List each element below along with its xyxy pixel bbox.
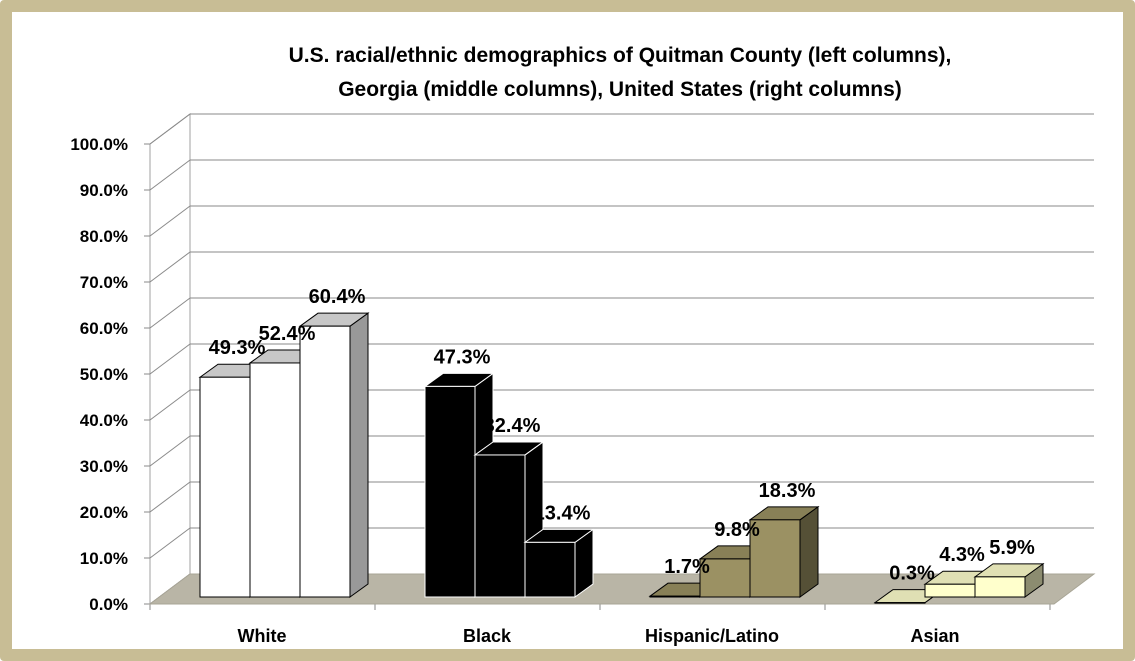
chart-title-line-1: U.S. racial/ethnic demographics of Quitm…: [289, 44, 952, 67]
y-tick-label: 20.0%: [80, 503, 128, 522]
y-tick-label: 60.0%: [80, 319, 128, 338]
gridline-side: [149, 251, 191, 283]
y-tick-label: 10.0%: [80, 549, 128, 568]
category-label: Asian: [910, 626, 959, 646]
bar: [298, 312, 370, 598]
value-labels: 49.3%52.4% 60.4% 47.3% 32.4% 13.4% 1.7%9.8% 18…: [209, 286, 1035, 584]
floor: [148, 573, 1096, 605]
y-tick-label: 90.0%: [80, 181, 128, 200]
y-tick-label: 50.0%: [80, 365, 128, 384]
data-label: 5.9%: [989, 537, 1035, 559]
gridline-side: [149, 435, 191, 467]
data-label: 0.3%: [889, 563, 935, 585]
category-label: Black: [463, 626, 512, 646]
data-label: 60.4%: [309, 286, 366, 308]
bar: [973, 562, 1045, 598]
gridline-side: [149, 527, 191, 559]
y-tick-label: 100.0%: [70, 135, 128, 154]
y-tick-label: 40.0%: [80, 411, 128, 430]
bar-front: [249, 362, 301, 598]
chart-title-line-2: Georgia (middle columns), United States …: [338, 78, 902, 101]
bar-front: [974, 576, 1026, 598]
data-label: 1.7%: [664, 556, 710, 578]
bar-front: [924, 583, 976, 598]
gridline-side: [149, 159, 191, 191]
y-tick-label: 0.0%: [89, 595, 128, 614]
bar: [748, 505, 820, 598]
category-label: Hispanic/Latino: [645, 626, 779, 646]
bar-front: [874, 602, 926, 604]
data-label: 9.8%: [714, 519, 760, 541]
y-tick-label: 80.0%: [80, 227, 128, 246]
gridline-side: [149, 343, 191, 375]
bar-front: [524, 541, 576, 598]
data-label: 4.3%: [939, 544, 985, 566]
y-tick-label: 70.0%: [80, 273, 128, 292]
bar-front: [299, 325, 351, 598]
bar: [523, 528, 595, 598]
category-label: White: [238, 626, 287, 646]
y-axis-ticks: 0.0% 10.0% 20.0% 30.0% 40.0% 50.0% 60.0% 70.0% 8…: [70, 135, 128, 614]
bar-side: [349, 312, 369, 598]
data-label: 52.4%: [259, 323, 316, 345]
gridline-side: [149, 481, 191, 513]
bar-front: [699, 558, 751, 598]
category-labels: White Black Hispanic/Latino Asian: [238, 626, 960, 646]
bar-front: [199, 376, 251, 598]
gridline-side: [149, 297, 191, 329]
data-label: 18.3%: [759, 480, 816, 502]
data-label: 32.4%: [484, 415, 541, 437]
bar-front: [649, 595, 701, 598]
gridline-side: [149, 113, 191, 145]
bar-front: [474, 454, 526, 598]
bars: [198, 312, 1045, 604]
bar-front: [749, 519, 801, 598]
data-label: 47.3%: [434, 346, 491, 368]
chart-floor: [148, 573, 1096, 605]
bar-side: [799, 505, 819, 598]
gridline-side: [149, 205, 191, 237]
y-tick-label: 30.0%: [80, 457, 128, 476]
bar-front: [424, 385, 476, 598]
data-label: 49.3%: [209, 337, 266, 359]
data-label: 13.4%: [534, 502, 591, 524]
gridline-side: [149, 389, 191, 421]
